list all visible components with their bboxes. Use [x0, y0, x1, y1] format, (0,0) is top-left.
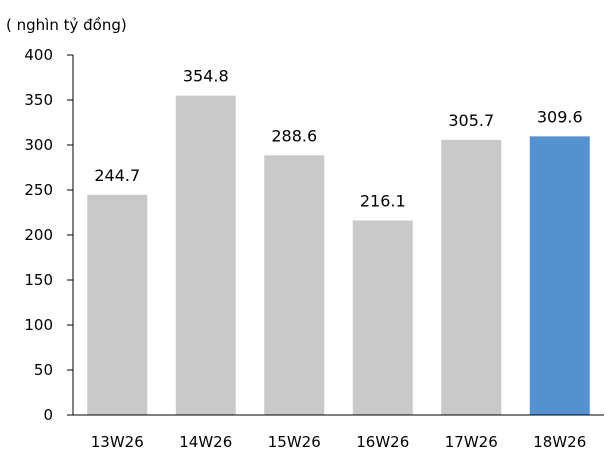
bars: 244.7 354.8 288.6 216.1 305.7 309.6	[87, 67, 590, 416]
x-tick-label: 17W26	[445, 433, 498, 451]
bar	[529, 136, 590, 416]
bar	[441, 139, 502, 415]
y-axis: 0 50 100 150 200 250 300 350 400	[24, 46, 74, 424]
y-tick-label: 200	[24, 226, 53, 244]
y-tick-label: 300	[24, 136, 53, 154]
x-tick-label: 15W26	[268, 433, 321, 451]
bar-value-label: 244.7	[94, 166, 140, 185]
unit-label: ( nghìn tỷ đồng)	[6, 16, 127, 34]
bar-value-label: 309.6	[537, 107, 583, 126]
bar	[175, 95, 236, 416]
bar-value-label: 216.1	[360, 192, 406, 211]
bar	[87, 194, 148, 415]
bar-value-label: 354.8	[183, 67, 229, 86]
y-tick-label: 100	[24, 316, 53, 334]
x-axis: 13W26 14W26 15W26 16W26 17W26 18W26	[73, 414, 604, 451]
x-tick-label: 18W26	[533, 433, 586, 451]
bar	[264, 155, 325, 415]
y-tick-label: 400	[24, 46, 53, 64]
x-tick-label: 16W26	[356, 433, 409, 451]
x-tick-label: 13W26	[91, 433, 144, 451]
bar	[352, 220, 413, 415]
bar-value-label: 305.7	[448, 111, 494, 130]
y-tick-label: 250	[24, 181, 53, 199]
x-tick-label: 14W26	[179, 433, 232, 451]
y-tick-label: 0	[43, 406, 53, 424]
bar-value-label: 288.6	[271, 126, 317, 145]
y-tick-label: 150	[24, 271, 53, 289]
y-tick-label: 350	[24, 91, 53, 109]
y-tick-label: 50	[34, 361, 53, 379]
